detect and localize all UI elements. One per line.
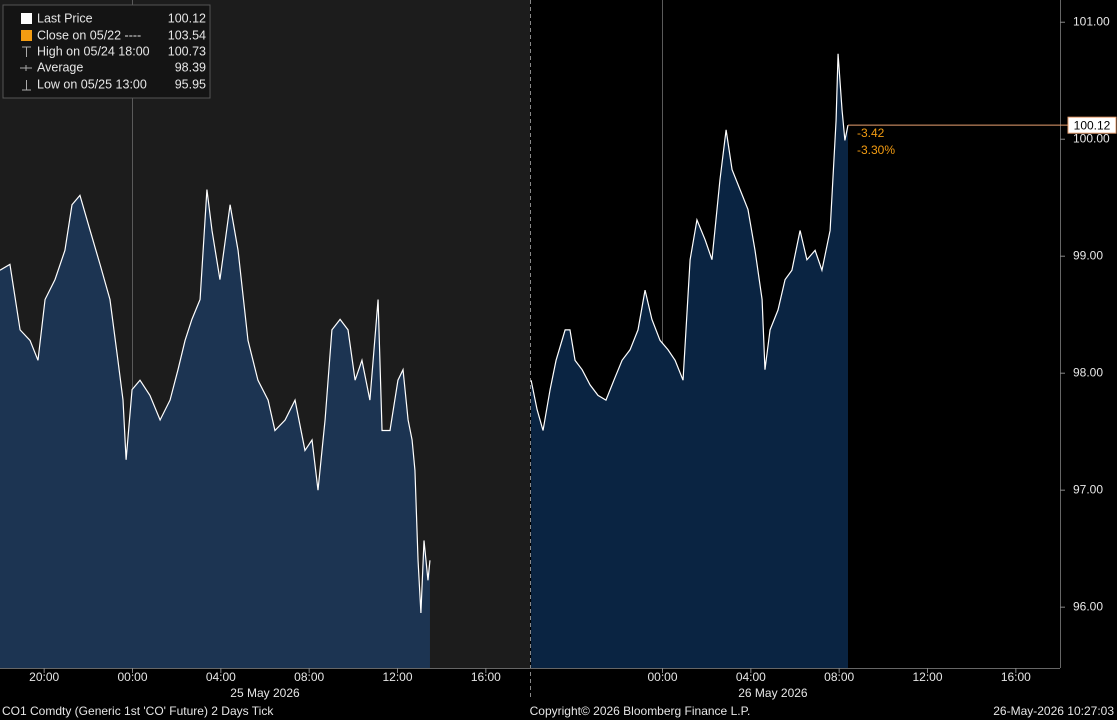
y-tick-label: 100.00 bbox=[1073, 131, 1110, 145]
legend-label: Low on 05/25 13:00 bbox=[37, 77, 147, 91]
x-tick-label: 00:00 bbox=[647, 670, 677, 684]
legend-value: 103.54 bbox=[168, 28, 206, 42]
footer-center: Copyright© 2026 Bloomberg Finance L.P. bbox=[530, 704, 751, 718]
x-tick-label: 00:00 bbox=[117, 670, 147, 684]
legend-icon bbox=[21, 30, 32, 41]
x-tick-label: 20:00 bbox=[29, 670, 59, 684]
x-tick-label: 04:00 bbox=[736, 670, 766, 684]
y-tick-label: 97.00 bbox=[1073, 482, 1103, 496]
change-annotation: -3.42 bbox=[857, 126, 885, 140]
legend-icon bbox=[20, 65, 32, 71]
x-tick-label: 12:00 bbox=[382, 670, 412, 684]
x-tick-label: 08:00 bbox=[294, 670, 324, 684]
last-price-box bbox=[1067, 116, 1117, 134]
area bbox=[531, 53, 848, 669]
change-annotation: -3.30% bbox=[857, 143, 895, 157]
footer-left: CO1 Comdty (Generic 1st 'CO' Future) 2 D… bbox=[2, 704, 274, 718]
legend-icon bbox=[22, 46, 31, 57]
legend-value: 100.12 bbox=[168, 11, 206, 25]
y-tick-label: 98.00 bbox=[1073, 365, 1103, 379]
legend-value: 98.39 bbox=[175, 60, 206, 74]
legend-value: 95.95 bbox=[175, 77, 206, 91]
legend: Last Price 100.12 Close on 05/22 ---- 10… bbox=[2, 4, 211, 99]
date-label: 25 May 2026 bbox=[230, 686, 300, 700]
legend-label: Average bbox=[37, 60, 83, 74]
footer-right: 26-May-2026 10:27:03 bbox=[993, 704, 1114, 718]
x-tick-label: 12:00 bbox=[912, 670, 942, 684]
area bbox=[0, 189, 430, 668]
legend-value: 100.73 bbox=[168, 44, 206, 58]
legend-icon bbox=[22, 80, 31, 91]
legend-box bbox=[2, 4, 211, 99]
x-tick-label: 16:00 bbox=[471, 670, 501, 684]
y-tick-label: 99.00 bbox=[1073, 248, 1103, 262]
plot bbox=[0, 0, 849, 669]
price-line bbox=[0, 53, 849, 614]
date-label: 26 May 2026 bbox=[738, 686, 808, 700]
y-tick-label: 101.00 bbox=[1073, 14, 1110, 28]
y-tick-label: 96.00 bbox=[1073, 599, 1103, 613]
legend-label: Last Price bbox=[37, 11, 93, 25]
x-tick-label: 04:00 bbox=[206, 670, 236, 684]
x-tick-label: 16:00 bbox=[1001, 670, 1031, 684]
legend-label: High on 05/24 18:00 bbox=[37, 44, 150, 58]
legend-icon bbox=[21, 13, 32, 24]
legend-label: Close on 05/22 ---- bbox=[37, 28, 141, 42]
x-tick-label: 08:00 bbox=[824, 670, 854, 684]
last-price-label: 100.12 bbox=[1074, 118, 1111, 132]
